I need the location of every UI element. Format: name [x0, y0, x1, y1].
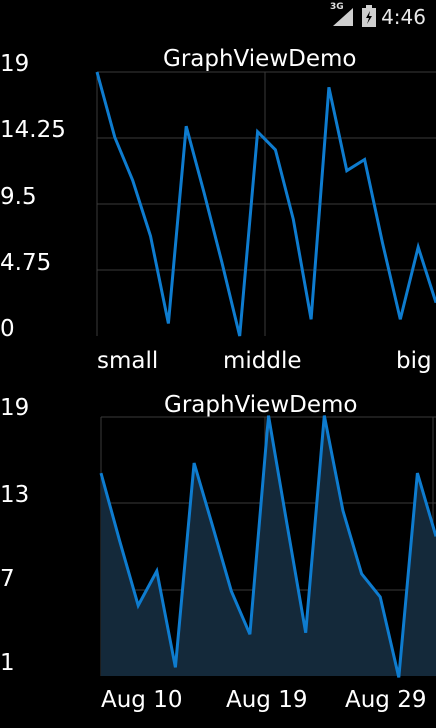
series-area	[101, 415, 436, 678]
chart-2-x-tick-label: Aug 10	[101, 687, 183, 713]
chart-2-title: GraphViewDemo	[164, 392, 358, 418]
chart-2-y-tick-label: 7	[0, 566, 15, 592]
chart-1-x-tick-label: middle	[223, 348, 302, 374]
chart-1-plot	[95, 71, 436, 337]
chart-1-x-tick-label: small	[97, 348, 159, 374]
chart-2-y-tick-label: 1	[0, 650, 15, 676]
chart-2-x-tick-label: Aug 19	[226, 687, 308, 713]
chart-1-y-tick-label: 4.75	[0, 250, 52, 276]
chart-1-y-tick-label: 14.25	[0, 117, 66, 143]
signal-icon	[333, 8, 353, 26]
status-bar: 3G 4:46	[0, 0, 436, 33]
chart-1-x-tick-label: big	[396, 348, 432, 374]
chart-2-y-tick-label: 13	[0, 482, 30, 508]
battery-icon	[362, 5, 376, 27]
chart-1-y-tick-label: 0	[0, 316, 15, 342]
series-line	[95, 71, 436, 337]
status-time: 4:46	[381, 5, 426, 29]
chart-1-title: GraphViewDemo	[163, 46, 357, 72]
network-type-label: 3G	[330, 2, 344, 12]
chart-1-y-tick-label: 9.5	[0, 184, 37, 210]
chart-2-x-tick-label: Aug 29	[345, 687, 427, 713]
chart-2-y-tick-label: 19	[0, 395, 30, 421]
chart-1-y-tick-label: 19	[0, 51, 30, 77]
